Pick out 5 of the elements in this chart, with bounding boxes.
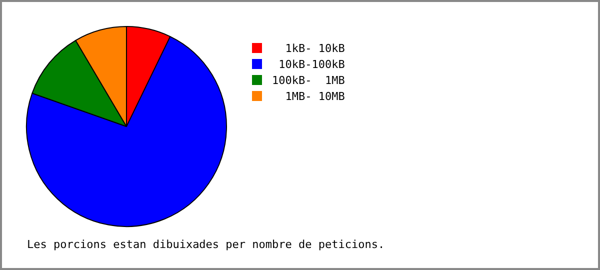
legend-label: 1kB- 10kB — [284, 42, 345, 54]
legend-label: 1MB- 10MB — [284, 90, 345, 102]
legend-label: 100kB- 1MB — [272, 74, 345, 86]
legend-label: 10kB-100kB — [278, 58, 345, 70]
text: Les porcions estan dibuixades per nombre de peticions. — [27, 238, 385, 251]
